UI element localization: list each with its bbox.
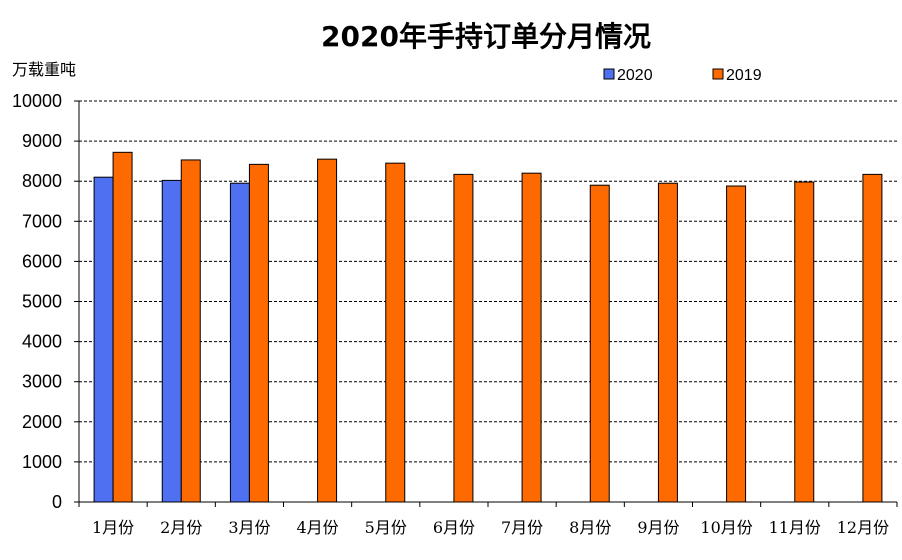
bar-2020-3月份 (229, 182, 250, 503)
y-tick-label: 5000 (22, 292, 62, 312)
chart-title: 2020年手持订单分月情况 (321, 20, 651, 53)
bars (93, 151, 883, 503)
y-tick-label: 9000 (22, 131, 62, 151)
legend-label-2020: 2020 (617, 67, 653, 84)
bar-2019-6月份 (453, 173, 474, 503)
bar-2019-3月份 (248, 163, 269, 503)
x-tick-label: 9月份 (637, 518, 679, 537)
x-tick-label: 6月份 (433, 518, 475, 537)
gridlines (79, 100, 897, 463)
y-tick-label: 7000 (22, 211, 62, 231)
x-tick-label: 7月份 (501, 518, 543, 537)
bar-2019-5月份 (385, 162, 406, 503)
y-axis-label: 万载重吨 (12, 60, 76, 79)
bar-2019-1月份 (112, 151, 133, 503)
y-tick-label: 1000 (22, 452, 62, 472)
y-tick-label: 0 (52, 492, 62, 512)
legend-swatch-2019 (712, 68, 724, 80)
x-tick-labels: 1月份 2月份 3月份 4月份 5月份 6月份 7月份 8月份 9月份 10月份 11月份 12月份 (92, 518, 889, 537)
x-tick-label: 10月份 (700, 518, 752, 537)
x-tick-label: 3月份 (228, 518, 270, 537)
bar-2019-12月份 (862, 173, 883, 503)
y-tick-labels: 0 1000 2000 3000 4000 5000 6000 7000 8000 9000 100… (12, 91, 62, 512)
bar-2019-2月份 (180, 159, 201, 503)
bar-2019-4月份 (317, 158, 338, 503)
bar-2020-1月份 (93, 176, 114, 503)
bar-2019-7月份 (521, 172, 542, 503)
x-tick-label: 8月份 (569, 518, 611, 537)
x-tick-label: 11月份 (769, 518, 821, 537)
y-tick-label: 6000 (22, 251, 62, 271)
bar-2020-2月份 (161, 179, 182, 503)
x-tick-label: 2月份 (160, 518, 202, 537)
bar-2019-8月份 (589, 184, 610, 503)
bar-2019-9月份 (657, 182, 678, 503)
x-tick-label: 1月份 (92, 518, 134, 537)
y-tick-label: 3000 (22, 372, 62, 392)
legend-swatch-2020 (603, 68, 615, 80)
x-tick-label: 12月份 (837, 518, 889, 537)
bar-2019-11月份 (794, 181, 815, 503)
y-tick-label: 4000 (22, 332, 62, 352)
y-tick-label: 8000 (22, 171, 62, 191)
bar-2019-10月份 (726, 185, 747, 503)
y-tick-label: 10000 (12, 91, 62, 111)
y-tick-label: 2000 (22, 412, 62, 432)
legend: 2020 2019 (603, 67, 762, 84)
legend-label-2019: 2019 (726, 67, 762, 84)
axes (74, 100, 898, 507)
x-tick-label: 5月份 (365, 518, 407, 537)
x-tick-label: 4月份 (296, 518, 338, 537)
